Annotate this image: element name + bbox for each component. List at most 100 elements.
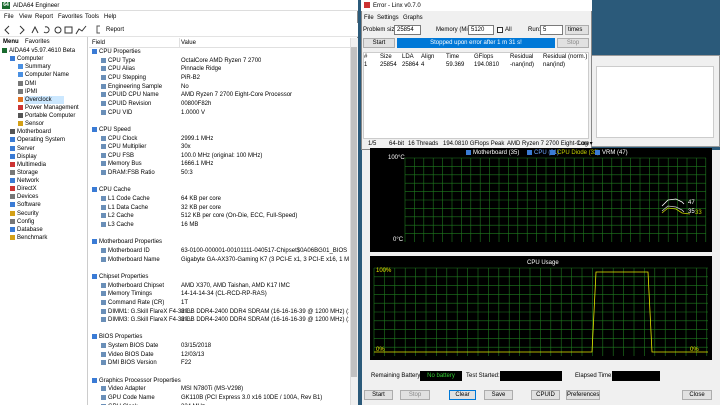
table-header[interactable]: Residual (norm.) (543, 54, 588, 60)
field-value: 12/03/13 (181, 351, 205, 358)
tree-item[interactable]: Display (17, 153, 37, 160)
tree-item[interactable]: Network (17, 178, 40, 185)
tree-item[interactable]: Server (17, 145, 35, 152)
menu-item[interactable]: Tools (85, 14, 100, 20)
field-value: No (181, 83, 189, 90)
button[interactable]: Close (682, 390, 712, 400)
field-name: Video Adapter (108, 386, 146, 393)
tree-item[interactable]: Operating System (17, 137, 66, 144)
tree-item[interactable]: Devices (17, 194, 39, 201)
toolbar-icons[interactable] (0, 0, 100, 40)
menu-item[interactable]: Settings (377, 15, 399, 21)
tree-item[interactable]: AIDA64 v5.97.4610 Beta (9, 48, 76, 54)
legend-entry[interactable]: VRM (47) (602, 150, 628, 156)
tree-item[interactable]: Overclock (25, 96, 52, 103)
tree-item[interactable]: DMI (25, 80, 36, 87)
menu-item[interactable]: Favorites (58, 14, 83, 20)
menu-item[interactable]: Graphs (403, 15, 423, 21)
button[interactable]: CPUID (531, 390, 560, 400)
dropdown[interactable]: times (565, 25, 589, 35)
button[interactable]: Save (484, 390, 513, 400)
table-header[interactable]: Align (421, 54, 435, 60)
tree-item[interactable]: Config (17, 218, 35, 225)
field-value: 32 KB per core (181, 204, 222, 211)
tree-item[interactable]: Computer Name (25, 72, 70, 79)
button[interactable]: Stop (400, 390, 430, 400)
input[interactable]: 25854 (394, 25, 421, 35)
menu-item[interactable]: File (4, 14, 14, 20)
tree-item[interactable]: Storage (17, 169, 39, 176)
column-header[interactable]: Field (92, 40, 106, 46)
field-icon (101, 66, 106, 72)
stop-button[interactable]: Stop (557, 38, 589, 48)
table-header[interactable]: GFlops (474, 54, 494, 60)
menu-item[interactable]: File (364, 15, 374, 21)
menu-item[interactable]: Help (104, 14, 117, 20)
field-icon (101, 144, 106, 150)
tree-icon (18, 72, 23, 78)
tree-item[interactable]: Power Management (25, 104, 79, 111)
toolbar-report[interactable]: Report (106, 27, 125, 33)
legend-entry[interactable]: CPU Diode (33) (557, 150, 600, 156)
tree-icon (10, 194, 15, 200)
table-header[interactable]: Time (446, 54, 460, 60)
field-name: CPU VID (108, 109, 133, 116)
tree-item[interactable]: Computer (17, 56, 44, 63)
input[interactable]: 5 (540, 25, 563, 35)
tree-icon (18, 88, 23, 94)
tree-item[interactable]: Sensor (25, 121, 45, 128)
tree-item[interactable]: Multimedia (17, 161, 47, 168)
tree-item[interactable]: Summary (25, 64, 51, 71)
tree-item[interactable]: Benchmark (17, 234, 48, 241)
tab[interactable]: Menu (3, 39, 19, 45)
field-icon (101, 135, 106, 141)
tree-item[interactable]: IPMI (25, 88, 38, 95)
legend-entry[interactable]: Motherboard (35) (473, 150, 520, 156)
tree-item[interactable]: DirectX (17, 186, 37, 193)
legend-checkbox[interactable] (595, 150, 600, 155)
legend-checkbox[interactable] (466, 150, 471, 155)
detail-header (89, 38, 350, 48)
section-icon (92, 239, 97, 245)
app-icon: 64 (2, 2, 10, 9)
tree-item[interactable]: Portable Computer (25, 113, 76, 120)
field-name: Motherboard ID (108, 247, 150, 254)
temp-value: 47 (688, 200, 695, 206)
table-header[interactable]: # (364, 54, 368, 60)
button[interactable]: Clear (449, 390, 476, 400)
tree-item[interactable]: Motherboard (17, 129, 52, 136)
input[interactable]: 5120 (468, 25, 494, 35)
field-value: MSI N780Ti (MS-V298) (181, 386, 244, 393)
tree-icon (10, 153, 15, 159)
tree-item[interactable]: Software (17, 202, 41, 209)
field-icon (101, 74, 106, 80)
field-name: Engineering Sample (108, 83, 163, 90)
start-button[interactable]: Start (363, 38, 395, 48)
field-name: CPU Stepping (108, 74, 147, 81)
status-item[interactable]: Log ▾ (578, 141, 593, 147)
button[interactable]: Start (364, 390, 393, 400)
table-header[interactable]: LDA (402, 54, 414, 60)
elapsed-value (612, 371, 660, 381)
table-header[interactable]: Residual (510, 54, 534, 60)
legend-entry[interactable]: CPU (31) (534, 150, 560, 156)
field-icon (101, 386, 106, 392)
legend-checkbox[interactable] (550, 150, 555, 155)
button[interactable]: Preferences (566, 390, 600, 400)
tree-item[interactable]: Database (17, 226, 43, 233)
scroll-thumb[interactable] (351, 47, 357, 377)
tab[interactable]: Favorites (25, 39, 50, 45)
legend-checkbox[interactable] (527, 150, 532, 155)
menu-item[interactable]: View (19, 14, 32, 20)
field-icon (101, 213, 106, 219)
menu-item[interactable]: Report (35, 14, 54, 20)
field-name: L3 Cache (108, 222, 134, 228)
checkbox[interactable] (497, 27, 503, 33)
field-icon (101, 196, 106, 202)
field-value: 50:3 (181, 170, 193, 177)
column-header[interactable]: Value (181, 40, 196, 46)
table-header[interactable]: Size (380, 54, 392, 60)
tree-item[interactable]: Security (17, 210, 39, 217)
aida-titlebar (0, 0, 358, 11)
tree-selection (24, 95, 64, 104)
